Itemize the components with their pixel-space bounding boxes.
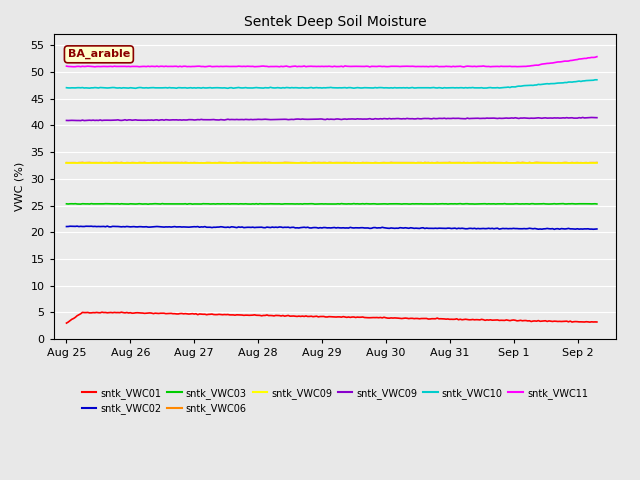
Legend: sntk_VWC01, sntk_VWC02, sntk_VWC03, sntk_VWC06, sntk_VWC09, sntk_VWC09, sntk_VWC: sntk_VWC01, sntk_VWC02, sntk_VWC03, sntk… xyxy=(78,384,592,418)
Title: Sentek Deep Soil Moisture: Sentek Deep Soil Moisture xyxy=(244,15,426,29)
Y-axis label: VWC (%): VWC (%) xyxy=(15,162,25,211)
Text: BA_arable: BA_arable xyxy=(68,49,130,60)
